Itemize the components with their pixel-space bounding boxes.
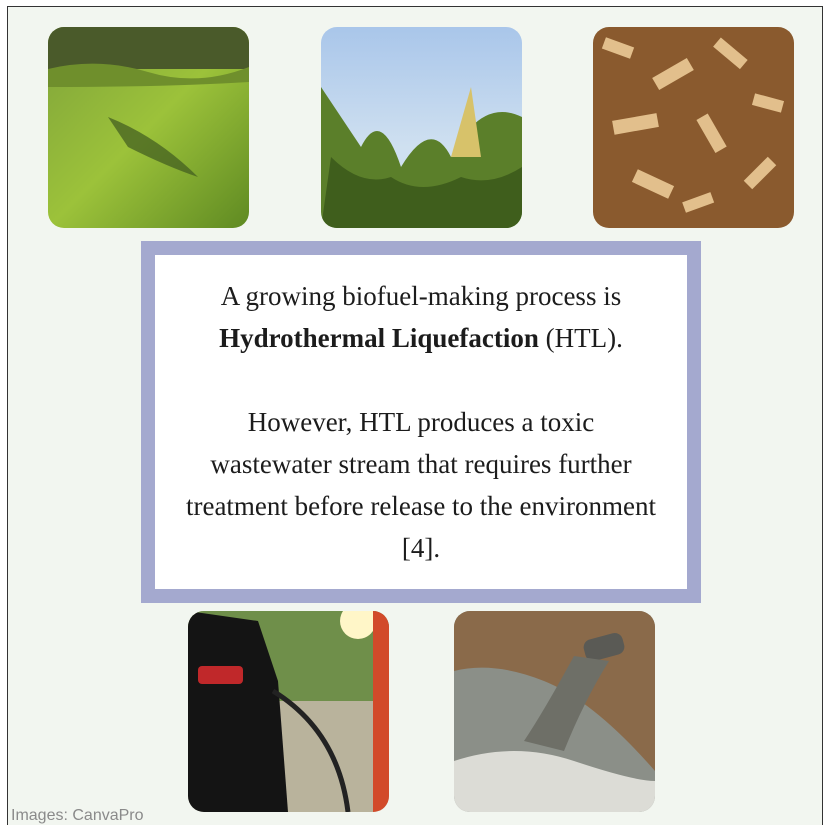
text-box: A growing biofuel-making process is Hydro… <box>141 241 701 603</box>
car-photo <box>188 611 389 812</box>
text: (HTL). <box>546 323 623 353</box>
wastewater-photo <box>454 611 655 812</box>
paragraph: A growing biofuel-making process is Hydro… <box>171 275 671 359</box>
infographic: A growing biofuel-making process is Hydro… <box>7 6 823 825</box>
paragraph: However, HTL produces a toxic wastewater… <box>171 401 671 569</box>
bold-text: Hydrothermal Liquefaction <box>219 323 539 353</box>
algae-photo <box>48 27 249 228</box>
page: {"paragraph_1": {"intro": "A growing bio… <box>0 0 824 826</box>
text: A growing biofuel-making process is <box>221 281 621 311</box>
corn-photo <box>321 27 522 228</box>
image-credit: Images: CanvaPro <box>11 807 144 825</box>
woodchips-photo <box>593 27 794 228</box>
